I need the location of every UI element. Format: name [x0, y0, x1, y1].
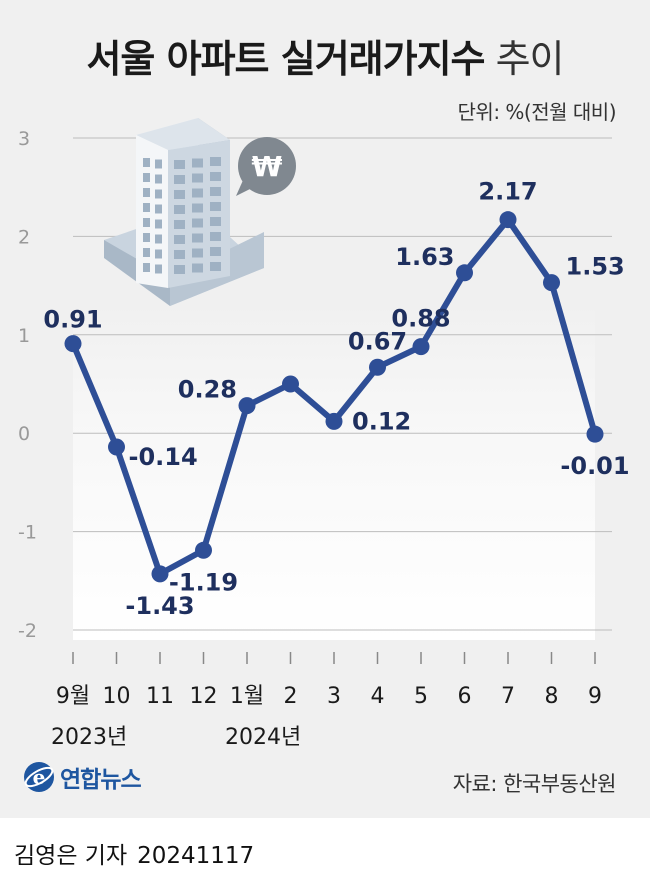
x-tick-label: 10 [103, 684, 131, 709]
x-tick-label: 9 [588, 684, 602, 709]
y-tick-label: 1 [18, 325, 30, 347]
x-tick-label: 1월 [230, 684, 264, 709]
data-label: -1.19 [169, 568, 238, 596]
x-tick-label: 9월 [56, 684, 90, 709]
x-tick-label: 6 [458, 684, 472, 709]
y-tick-label: 3 [18, 128, 30, 150]
publisher-logo: e 연합뉴스 [22, 760, 142, 794]
illustration: ₩ [104, 118, 296, 306]
title-main: 서울 아파트 실거래가지수 [86, 37, 485, 81]
data-label: 0.67 [348, 327, 407, 355]
logo-text: 연합뉴스 [60, 767, 142, 793]
y-tick-label: -2 [18, 620, 37, 642]
data-label: -1.43 [125, 592, 194, 620]
x-tick-label: 12 [190, 684, 218, 709]
apartment-building-icon [104, 118, 264, 306]
data-point [282, 375, 299, 393]
data-point [64, 335, 82, 353]
data-point [499, 211, 517, 229]
data-point [456, 264, 473, 282]
data-point [238, 397, 256, 415]
svg-text:₩: ₩ [252, 150, 283, 183]
reporter-name: 김영은 기자 [14, 843, 128, 869]
data-label: 1.63 [395, 243, 454, 271]
x-tick-label: 11 [146, 684, 174, 709]
data-point [195, 541, 212, 559]
year-label: 2024년 [225, 725, 301, 750]
x-tick-label: 4 [371, 684, 385, 709]
x-tick-label: 5 [414, 684, 428, 709]
y-tick-label: 2 [18, 226, 30, 248]
chart-title: 서울 아파트 실거래가지수 추이 [0, 28, 650, 83]
data-point [151, 565, 169, 583]
data-point [108, 438, 125, 456]
source-label: 자료: 한국부동산원 [452, 772, 617, 796]
won-speech-bubble-icon: ₩ [236, 137, 296, 196]
svg-text:e: e [33, 765, 46, 789]
data-label: 0.28 [178, 376, 237, 404]
data-label: -0.01 [560, 452, 629, 480]
data-label: 0.91 [43, 306, 102, 334]
unit-label: 단위: %(전월 대비) [457, 100, 617, 124]
data-label: 2.17 [478, 178, 537, 206]
data-point [543, 274, 560, 292]
plot-area-background [73, 300, 595, 640]
data-point [369, 358, 386, 376]
y-tick-label: 0 [18, 423, 30, 445]
publish-date: 20241117 [137, 843, 255, 869]
data-point [586, 425, 604, 443]
byline: 김영은 기자 20241117 [14, 836, 254, 870]
title-sub: 추이 [495, 37, 565, 81]
x-tick-label: 7 [501, 684, 515, 709]
y-tick-label: -1 [18, 522, 37, 544]
data-label: 1.53 [566, 253, 625, 281]
data-label: 0.12 [352, 407, 411, 435]
data-point [325, 412, 343, 430]
yonhap-logo-icon: e [24, 762, 54, 792]
x-tick-label: 8 [545, 684, 559, 709]
x-tick-label: 3 [327, 684, 341, 709]
data-label: 0.88 [391, 305, 450, 333]
data-point [412, 338, 430, 356]
x-tick-label: 2 [284, 684, 298, 709]
year-label: 2023년 [51, 725, 127, 750]
data-label: -0.14 [129, 443, 198, 471]
